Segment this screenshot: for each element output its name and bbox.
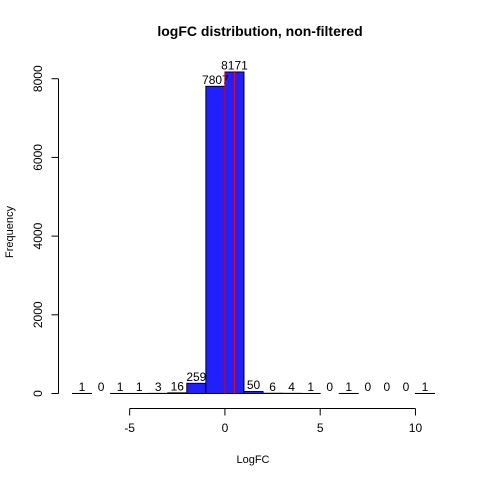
bar-count-label: 16 — [171, 379, 185, 393]
x-axis-title: LogFC — [236, 454, 269, 466]
bar-count-label: 259 — [186, 370, 206, 384]
bars-group — [72, 71, 435, 395]
x-axis: -5 0 5 10 — [124, 408, 423, 435]
bar-count-label: 0 — [403, 380, 410, 394]
bar-count-label: 1 — [422, 380, 429, 394]
y-tick-label: 8000 — [31, 65, 45, 92]
y-tick-label: 2000 — [31, 301, 45, 328]
bar-count-label: 50 — [247, 378, 261, 392]
bar-count-label: 4 — [288, 380, 295, 394]
bar-count-label: 0 — [98, 380, 105, 394]
bar-count-label: 1 — [307, 380, 314, 394]
bar-count-label: 7807 — [202, 73, 229, 87]
bar-count-label: 1 — [117, 380, 124, 394]
y-axis-title: Frequency — [4, 206, 16, 258]
bar-count-label: 6 — [269, 380, 276, 394]
chart-title: logFC distribution, non-filtered — [157, 23, 362, 39]
histogram-bar — [186, 382, 207, 395]
x-tick-label: 10 — [409, 421, 423, 435]
y-axis: 0 2000 4000 6000 8000 — [31, 65, 59, 397]
reference-lines-group — [224, 72, 235, 394]
x-tick-label: 5 — [317, 421, 324, 435]
bar-count-label: 0 — [384, 380, 391, 394]
x-tick-label: 0 — [222, 421, 229, 435]
histogram-bar — [205, 85, 226, 394]
bar-count-label: 8171 — [221, 59, 248, 73]
bar-count-label: 3 — [155, 380, 162, 394]
y-tick-label: 4000 — [31, 222, 45, 249]
y-tick-label: 0 — [31, 390, 45, 397]
bar-count-label: 1 — [79, 380, 86, 394]
x-tick-label: -5 — [124, 421, 135, 435]
bar-count-label: 0 — [364, 380, 371, 394]
bar-count-label: 0 — [326, 380, 333, 394]
y-tick-label: 6000 — [31, 144, 45, 171]
bar-count-label: 1 — [345, 380, 352, 394]
bar-count-label: 1 — [136, 380, 143, 394]
histogram-bar — [243, 391, 264, 395]
